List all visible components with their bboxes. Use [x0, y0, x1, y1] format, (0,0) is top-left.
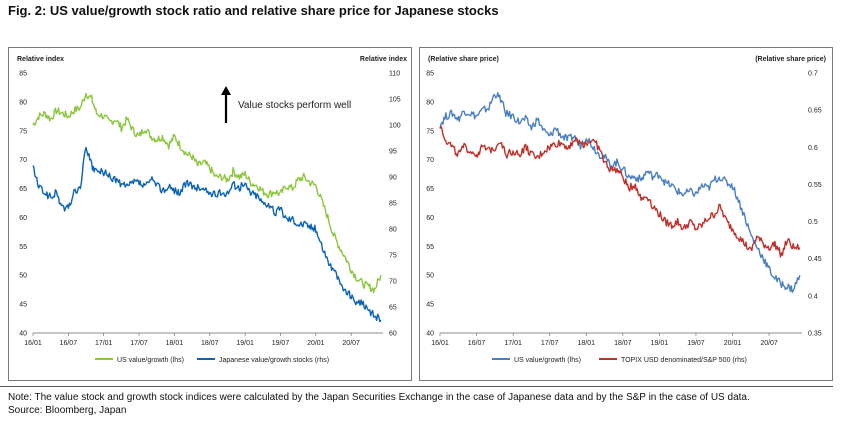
x-tick-label: 18/01: [577, 340, 595, 347]
y-right-tick-label: 85: [389, 201, 397, 208]
y-right-tick-label: 70: [389, 279, 397, 286]
x-tick-label: 19/01: [651, 340, 669, 347]
right-axis-title: (Relative share price): [755, 56, 826, 63]
y-right-tick-label: 75: [389, 253, 397, 260]
y-left-tick-label: 80: [19, 99, 27, 106]
y-right-tick-label: 90: [389, 175, 397, 182]
legend-label-2: TOPIX USD denominated/S&P 500 (rhs): [621, 357, 747, 364]
y-right-tick-label: 0.7: [808, 71, 818, 78]
y-right-tick-label: 100: [389, 123, 401, 130]
x-tick-label: 16/01: [431, 340, 449, 347]
y-left-tick-label: 65: [426, 186, 434, 193]
y-right-tick-label: 65: [389, 305, 397, 312]
left-chart-svg: Relative index Relative index 40 45 50 55 60 65…: [17, 56, 407, 364]
y-left-tick-label: 45: [19, 302, 27, 309]
y-right-tick-label: 0.5: [808, 219, 818, 226]
x-tick-label: 17/07: [541, 340, 559, 347]
series-line-2: [32, 146, 382, 323]
x-tick-label: 18/01: [166, 340, 184, 347]
series-line-1: [32, 92, 382, 294]
y-left-tick-label: 85: [426, 71, 434, 78]
y-left-tick-label: 55: [426, 244, 434, 251]
x-tick-label: 17/01: [95, 340, 113, 347]
figure-source: Source: Bloomberg, Japan: [8, 405, 127, 416]
right-chart-svg: (Relative share price) (Relative share pr…: [426, 56, 826, 364]
y-left-tick-label: 85: [19, 71, 27, 78]
y-right-tick-label: 60: [389, 331, 397, 338]
right-axis-title: Relative index: [360, 56, 407, 63]
y-left-tick-label: 50: [19, 273, 27, 280]
y-left-tick-label: 60: [426, 215, 434, 222]
x-tick-label: 16/01: [24, 340, 42, 347]
y-right-tick-label: 0.35: [808, 331, 822, 338]
figure-title: Fig. 2: US value/growth stock ratio and …: [8, 3, 499, 18]
figure-note: Note: The value stock and growth stock i…: [8, 392, 750, 403]
right-chart-panel: (Relative share price) (Relative share pr…: [419, 47, 833, 381]
x-tick-label: 20/07: [342, 340, 360, 347]
y-right-tick-label: 110: [389, 71, 400, 78]
y-right-tick-label: 0.6: [808, 145, 818, 152]
x-tick-label: 17/07: [130, 340, 148, 347]
legend-label-2: Japanese value/growth stocks (rhs): [219, 357, 329, 364]
x-tick-label: 20/01: [724, 340, 742, 347]
x-tick-label: 19/07: [687, 340, 705, 347]
y-right-tick-label: 80: [389, 227, 397, 234]
series-line-1: [439, 92, 801, 294]
y-left-tick-label: 75: [426, 128, 434, 135]
x-tick-label: 16/07: [60, 340, 78, 347]
y-right-tick-label: 0.65: [808, 108, 822, 115]
y-right-tick-label: 0.55: [808, 182, 822, 189]
y-right-tick-label: 0.45: [808, 256, 822, 263]
y-right-tick-label: 95: [389, 149, 397, 156]
y-left-tick-label: 80: [426, 99, 434, 106]
x-tick-label: 16/07: [468, 340, 486, 347]
x-tick-label: 20/07: [760, 340, 778, 347]
x-tick-label: 19/07: [272, 340, 290, 347]
y-left-tick-label: 45: [426, 302, 434, 309]
x-tick-label: 19/01: [236, 340, 254, 347]
y-left-tick-label: 70: [19, 157, 27, 164]
note-divider: [0, 386, 833, 387]
y-left-tick-label: 60: [19, 215, 27, 222]
annotation-text: Value stocks perform well: [238, 100, 351, 111]
y-left-tick-label: 70: [426, 157, 434, 164]
up-arrow-icon: [221, 86, 231, 95]
left-axis-title: (Relative share price): [428, 56, 499, 63]
y-left-tick-label: 50: [426, 273, 434, 280]
y-right-tick-label: 105: [389, 97, 401, 104]
y-left-tick-label: 55: [19, 244, 27, 251]
x-tick-label: 20/01: [307, 340, 325, 347]
left-axis-title: Relative index: [17, 56, 64, 63]
legend-label-1: US value/growth (lhs): [117, 357, 184, 364]
y-left-tick-label: 40: [19, 331, 27, 338]
y-left-tick-label: 75: [19, 128, 27, 135]
left-chart-panel: Relative index Relative index 40 45 50 55 60 65…: [8, 47, 412, 381]
series-line-2: [439, 125, 801, 258]
x-tick-label: 17/01: [504, 340, 522, 347]
legend-label-1: US value/growth (lhs): [514, 357, 581, 364]
x-tick-label: 18/07: [614, 340, 632, 347]
y-left-tick-label: 40: [426, 331, 434, 338]
y-left-tick-label: 65: [19, 186, 27, 193]
x-tick-label: 18/07: [201, 340, 219, 347]
y-right-tick-label: 0.4: [808, 293, 818, 300]
